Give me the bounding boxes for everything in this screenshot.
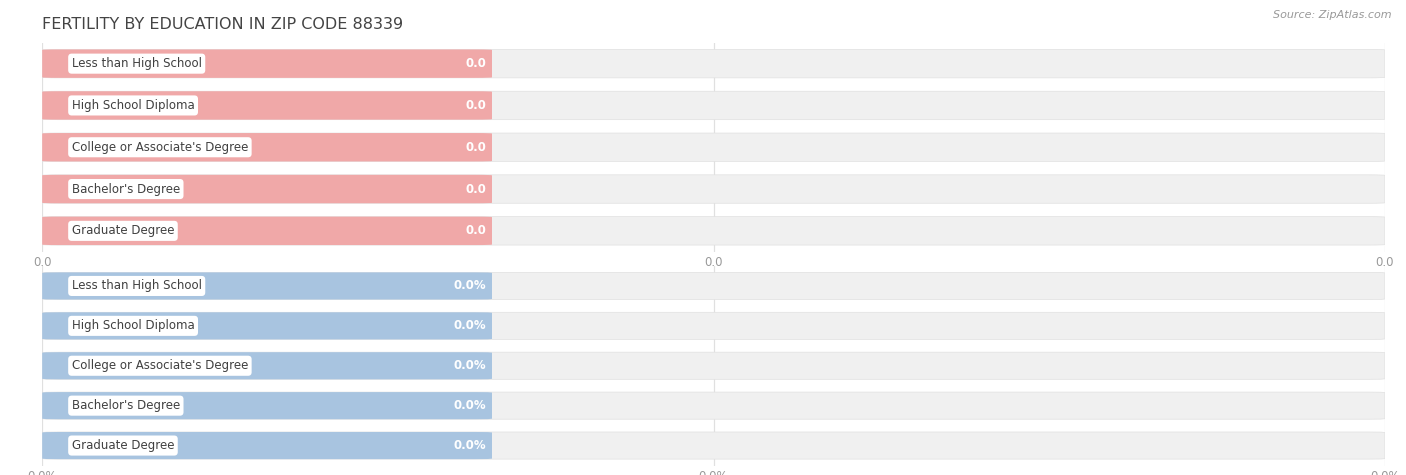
FancyBboxPatch shape (42, 352, 1385, 380)
Text: Source: ZipAtlas.com: Source: ZipAtlas.com (1274, 10, 1392, 19)
FancyBboxPatch shape (42, 175, 492, 203)
FancyBboxPatch shape (42, 217, 492, 245)
Text: FERTILITY BY EDUCATION IN ZIP CODE 88339: FERTILITY BY EDUCATION IN ZIP CODE 88339 (42, 17, 404, 32)
FancyBboxPatch shape (42, 217, 1385, 245)
Text: Graduate Degree: Graduate Degree (72, 439, 174, 452)
Text: 0.0: 0.0 (465, 141, 486, 154)
FancyBboxPatch shape (42, 432, 492, 459)
FancyBboxPatch shape (42, 352, 492, 380)
Text: 0.0%: 0.0% (454, 439, 486, 452)
Text: 0.0%: 0.0% (454, 399, 486, 412)
Text: College or Associate's Degree: College or Associate's Degree (72, 141, 247, 154)
Text: Graduate Degree: Graduate Degree (72, 224, 174, 238)
Text: 0.0: 0.0 (465, 57, 486, 70)
FancyBboxPatch shape (42, 392, 1385, 419)
Text: High School Diploma: High School Diploma (72, 319, 194, 332)
Text: Less than High School: Less than High School (72, 279, 201, 293)
Text: 0.0%: 0.0% (454, 359, 486, 372)
FancyBboxPatch shape (42, 49, 1385, 78)
FancyBboxPatch shape (42, 133, 1385, 162)
FancyBboxPatch shape (42, 91, 492, 120)
FancyBboxPatch shape (42, 272, 492, 300)
FancyBboxPatch shape (42, 272, 1385, 300)
Text: 0.0: 0.0 (465, 99, 486, 112)
FancyBboxPatch shape (42, 175, 1385, 203)
Text: Less than High School: Less than High School (72, 57, 201, 70)
Text: 0.0: 0.0 (465, 224, 486, 238)
Text: 0.0%: 0.0% (454, 279, 486, 293)
Text: Bachelor's Degree: Bachelor's Degree (72, 182, 180, 196)
FancyBboxPatch shape (42, 312, 1385, 340)
FancyBboxPatch shape (42, 312, 492, 340)
Text: 0.0: 0.0 (465, 182, 486, 196)
Text: High School Diploma: High School Diploma (72, 99, 194, 112)
FancyBboxPatch shape (42, 432, 1385, 459)
FancyBboxPatch shape (42, 133, 492, 162)
Text: College or Associate's Degree: College or Associate's Degree (72, 359, 247, 372)
FancyBboxPatch shape (42, 49, 492, 78)
FancyBboxPatch shape (42, 91, 1385, 120)
Text: 0.0%: 0.0% (454, 319, 486, 332)
Text: Bachelor's Degree: Bachelor's Degree (72, 399, 180, 412)
FancyBboxPatch shape (42, 392, 492, 419)
